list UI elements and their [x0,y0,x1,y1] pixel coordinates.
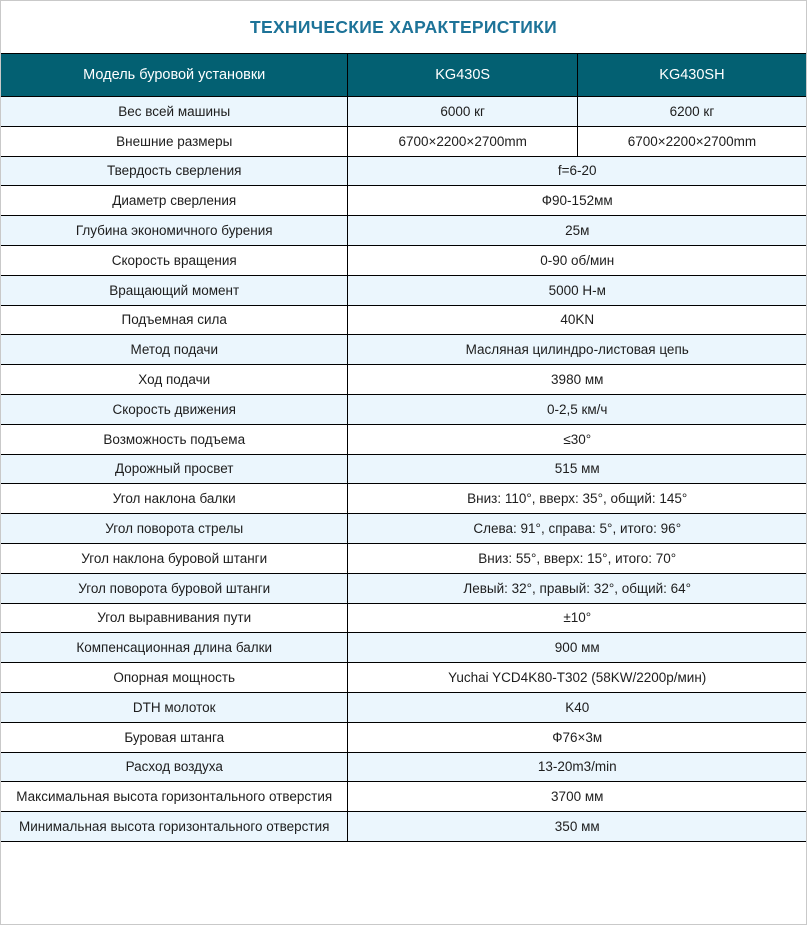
table-row: Возможность подъема ≤30° [1,423,806,455]
spec-value-shared: Yuchai YCD4K80-T302 (58KW/2200р/мин) [347,662,806,693]
spec-value-shared: Левый: 32°, правый: 32°, общий: 64° [347,572,806,604]
page-title-bar: ТЕХНИЧЕСКИЕ ХАРАКТЕРИСТИКИ [1,1,806,53]
spec-value-shared: Вниз: 110°, вверх: 35°, общий: 145° [347,483,806,515]
table-row: Угол наклона буровой штанги Вниз: 55°, вв… [1,542,806,574]
spec-label: Угол поворота буровой штанги [1,572,349,604]
table-row: Минимальная высота горизонтального отвер… [1,811,806,842]
spec-table: Модель буровой установки KG430S KG430SH … [1,53,806,842]
spec-value-shared: K40 [347,691,806,723]
spec-label: Скорость вращения [1,244,349,276]
header-cell-model-label: Модель буровой установки [1,53,349,97]
header-cell-model-kg430sh: KG430SH [576,53,806,97]
spec-value-kg430sh: 6200 кг [576,96,806,127]
spec-value-shared: f=6-20 [347,155,806,187]
spec-value-shared: 25м [347,215,806,246]
spec-value-shared: 13-20m3/min [347,751,806,783]
page-title: ТЕХНИЧЕСКИЕ ХАРАКТЕРИСТИКИ [250,16,557,37]
header-cell-model-kg430s: KG430S [347,53,578,97]
table-row: Глубина экономичного бурения 25м [1,215,806,246]
spec-label: Вращающий момент [1,274,349,306]
spec-label: Максимальная высота горизонтального отве… [1,781,349,813]
spec-label: Компенсационная длина балки [1,632,349,664]
spec-label: Внешние размеры [1,125,349,157]
spec-label: Твердость сверления [1,155,349,187]
table-row: Компенсационная длина балки 900 мм [1,632,806,664]
table-row: Диаметр сверления Ф90-152мм [1,185,806,217]
spec-label: Вес всей машины [1,96,349,127]
table-row: Дорожный просвет 515 мм [1,453,806,485]
table-row: Расход воздуха 13-20m3/min [1,751,806,783]
spec-label: Ход подачи [1,364,349,395]
spec-label: Метод подачи [1,334,349,366]
table-row: Скорость движения 0-2,5 км/ч [1,393,806,425]
spec-value-shared: 900 мм [347,632,806,664]
header-row: Модель буровой установки KG430S KG430SH [1,53,806,97]
table-row: Максимальная высота горизонтального отве… [1,781,806,813]
spec-value-shared: Ф76×3м [347,721,806,753]
table-row: Угол поворота стрелы Слева: 91°, справа: … [1,513,806,544]
spec-label: Угол наклона буровой штанги [1,542,349,574]
table-row: Буровая штанга Ф76×3м [1,721,806,753]
table-row: Подъемная сила 40KN [1,304,806,336]
spec-label: Угол наклона балки [1,483,349,515]
table-row: Твердость сверления f=6-20 [1,155,806,187]
table-row: Метод подачи Масляная цилиндро-листовая ц… [1,334,806,366]
table-row: Вес всей машины 6000 кг 6200 кг [1,96,806,127]
table-row: Вращающий момент 5000 Н-м [1,274,806,306]
table-row: Опорная мощность Yuchai YCD4K80-T302 (58K… [1,662,806,693]
spec-value-shared: ≤30° [347,423,806,455]
spec-value-kg430sh: 6700×2200×2700mm [576,125,806,157]
spec-value-shared: Вниз: 55°, вверх: 15°, итого: 70° [347,542,806,574]
spec-table-header: Модель буровой установки KG430S KG430SH [1,53,806,97]
spec-value-shared: Масляная цилиндро-листовая цепь [347,334,806,366]
table-row: Угол наклона балки Вниз: 110°, вверх: 35°… [1,483,806,515]
table-row: Внешние размеры 6700×2200×2700mm 6700×2200… [1,125,806,157]
spec-value-shared: Ф90-152мм [347,185,806,217]
spec-label: Возможность подъема [1,423,349,455]
spec-value-shared: 0-90 об/мин [347,244,806,276]
spec-value-shared: 3700 мм [347,781,806,813]
table-row: Скорость вращения 0-90 об/мин [1,244,806,276]
table-row: DTH молоток K40 [1,691,806,723]
spec-label: Подъемная сила [1,304,349,336]
spec-value-kg430s: 6000 кг [347,96,578,127]
spec-value-shared: Слева: 91°, справа: 5°, итого: 96° [347,513,806,544]
spec-label: Глубина экономичного бурения [1,215,349,246]
spec-value-shared: 0-2,5 км/ч [347,393,806,425]
spec-label: Угол поворота стрелы [1,513,349,544]
spec-value-shared: 40KN [347,304,806,336]
spec-label: DTH молоток [1,691,349,723]
spec-table-body: Вес всей машины 6000 кг 6200 кг Внешние раз… [1,96,806,842]
spec-label: Угол выравнивания пути [1,602,349,634]
spec-value-shared: 515 мм [347,453,806,485]
spec-label: Дорожный просвет [1,453,349,485]
spec-label: Буровая штанга [1,721,349,753]
spec-label: Опорная мощность [1,662,349,693]
spec-label: Скорость движения [1,393,349,425]
spec-value-kg430s: 6700×2200×2700mm [347,125,578,157]
table-row: Ход подачи 3980 мм [1,364,806,395]
spec-label: Минимальная высота горизонтального отвер… [1,811,349,842]
spec-value-shared: 3980 мм [347,364,806,395]
table-row: Угол поворота буровой штанги Левый: 32°, … [1,572,806,604]
spec-value-shared: 350 мм [347,811,806,842]
spec-label: Расход воздуха [1,751,349,783]
spec-value-shared: ±10° [347,602,806,634]
spec-label: Диаметр сверления [1,185,349,217]
table-row: Угол выравнивания пути ±10° [1,602,806,634]
spec-value-shared: 5000 Н-м [347,274,806,306]
